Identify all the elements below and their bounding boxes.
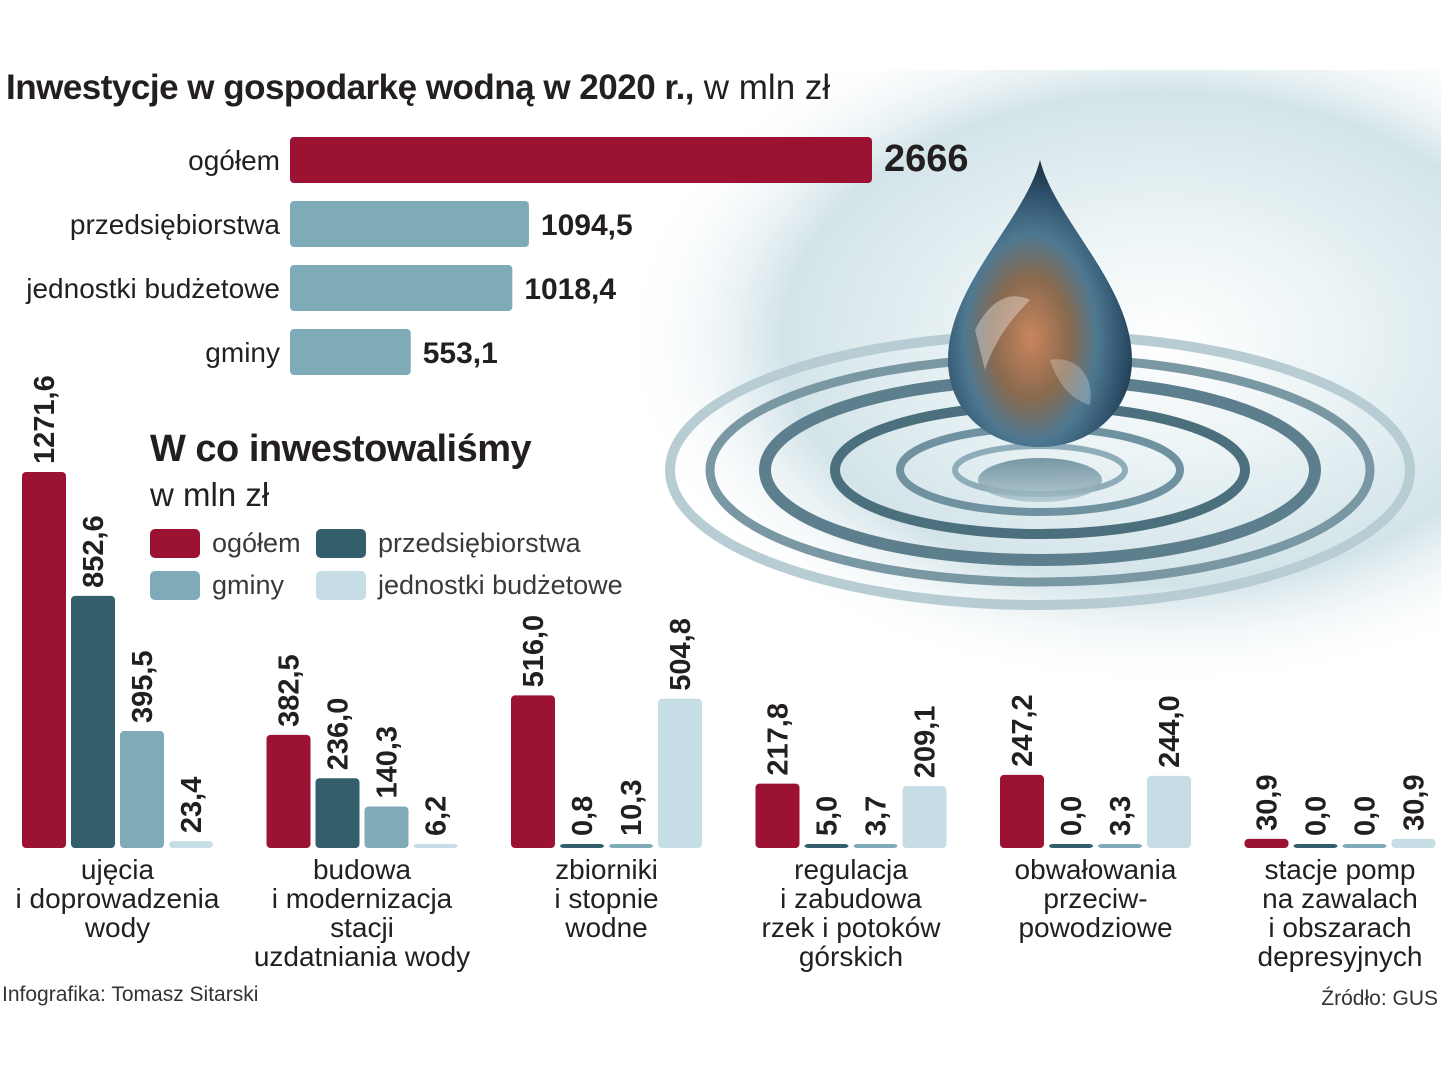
hbar-label-1: przedsiębiorstwa xyxy=(70,209,281,240)
vbar-0-0 xyxy=(22,472,66,848)
hbar-3 xyxy=(290,329,411,375)
vbar-0-1 xyxy=(71,595,115,848)
vbar-value-0-2: 395,5 xyxy=(127,650,159,723)
category-label-5: stacje pomp na zawalach i obszarach depresy… xyxy=(1258,854,1423,972)
vbar-value-2-2: 10,3 xyxy=(616,780,648,836)
legend-swatch-jednostki-budzetowe xyxy=(316,571,366,600)
source: Źródło: GUS xyxy=(1321,987,1438,1010)
legend-label-ogolem: ogółem xyxy=(212,528,301,558)
hbar-2 xyxy=(290,265,513,311)
vbar-0-2 xyxy=(120,731,164,848)
vbar-1-2 xyxy=(364,806,409,848)
vbar-1-1 xyxy=(315,778,360,848)
vbar-4-3 xyxy=(1147,775,1191,848)
hbar-label-3: gminy xyxy=(205,337,280,368)
legend-swatch-przedsiebiorstwa xyxy=(316,529,366,558)
hbar-label-2: jednostki budżetowe xyxy=(25,273,280,304)
vbar-value-1-0: 382,5 xyxy=(274,654,306,727)
vbar-4-2 xyxy=(1098,844,1142,848)
vbar-2-1 xyxy=(560,844,604,848)
vbar-5-0 xyxy=(1244,838,1289,848)
category-label-3: regulacja i zabudowa rzek i potoków górskic… xyxy=(762,854,942,972)
hbar-value-3: 553,1 xyxy=(423,337,498,370)
vbar-5-3 xyxy=(1391,838,1436,848)
hbar-value-2: 1018,4 xyxy=(524,273,616,306)
vbar-value-3-1: 5,0 xyxy=(812,796,844,836)
vbar-value-1-2: 140,3 xyxy=(372,726,404,799)
chart-title-main: Inwestycje w gospodarkę wodną w 2020 r., xyxy=(6,68,695,107)
legend-item-ogolem: ogółem xyxy=(150,528,301,559)
vbar-3-2 xyxy=(853,844,898,848)
vbar-0-3 xyxy=(169,841,213,848)
vbar-value-5-2: 0,0 xyxy=(1350,796,1382,836)
vbar-1-3 xyxy=(413,844,458,848)
vbar-value-0-3: 23,4 xyxy=(176,777,208,833)
vbar-value-2-3: 504,8 xyxy=(665,618,697,691)
vbar-5-2 xyxy=(1342,844,1387,848)
subchart-unit: w mln zł xyxy=(150,476,270,513)
legend: ogółem przedsiębiorstwa gminy jednostki … xyxy=(150,528,630,608)
category-label-4: obwałowania przeciw-powodziowe xyxy=(1015,854,1177,943)
chart-title: Inwestycje w gospodarkę wodną w 2020 r.,… xyxy=(6,68,830,108)
hbar-value-1: 1094,5 xyxy=(541,209,633,242)
vbar-3-1 xyxy=(804,844,849,848)
legend-swatch-ogolem xyxy=(150,529,200,558)
vbar-3-0 xyxy=(755,783,800,848)
vbar-5-1 xyxy=(1293,844,1338,848)
vbar-value-1-1: 236,0 xyxy=(323,698,355,771)
vbar-4-0 xyxy=(1000,774,1044,848)
category-label-2: zbiorniki i stopnie wodne xyxy=(554,854,658,943)
vbar-2-0 xyxy=(511,695,555,848)
vbar-2-2 xyxy=(609,844,653,848)
category-label-1: budowa i modernizacja stacji uzdatniania wo… xyxy=(254,854,470,972)
vbar-value-0-0: 1271,6 xyxy=(29,375,61,464)
legend-swatch-gminy xyxy=(150,571,200,600)
hbar-label-0: ogółem xyxy=(188,145,280,176)
legend-label-jednostki-budzetowe: jednostki budżetowe xyxy=(378,570,623,600)
subchart-title: W co inwestowaliśmy xyxy=(150,428,532,470)
vbar-1-0 xyxy=(266,734,311,848)
vbar-value-0-1: 852,6 xyxy=(78,515,110,588)
legend-item-jednostki-budzetowe: jednostki budżetowe xyxy=(316,570,623,601)
vbar-value-5-0: 30,9 xyxy=(1252,774,1284,830)
vbar-4-1 xyxy=(1049,844,1093,848)
legend-item-przedsiebiorstwa: przedsiębiorstwa xyxy=(316,528,581,559)
vbar-value-2-0: 516,0 xyxy=(518,615,550,688)
hbar-1 xyxy=(290,201,529,247)
vbar-value-5-3: 30,9 xyxy=(1399,774,1431,830)
vbar-value-1-3: 6,2 xyxy=(421,796,453,836)
hbar-value-0: 2666 xyxy=(884,138,969,180)
vbar-value-5-1: 0,0 xyxy=(1301,796,1333,836)
legend-label-przedsiebiorstwa: przedsiębiorstwa xyxy=(378,528,581,558)
vbar-value-3-0: 217,8 xyxy=(763,703,795,776)
vbar-value-2-1: 0,8 xyxy=(567,796,599,836)
vbar-value-4-1: 0,0 xyxy=(1056,796,1088,836)
chart-title-unit: w mln zł xyxy=(694,68,831,107)
vbar-3-3 xyxy=(902,786,947,848)
vbar-value-3-2: 3,7 xyxy=(861,796,893,836)
vbar-value-3-3: 209,1 xyxy=(910,706,942,779)
vbar-value-4-3: 244,0 xyxy=(1154,695,1186,768)
vbar-value-4-0: 247,2 xyxy=(1007,694,1039,767)
hbar-0 xyxy=(290,137,872,183)
credit: Infografika: Tomasz Sitarski xyxy=(2,983,259,1006)
category-label-0: ujęcia i doprowadzenia wody xyxy=(16,854,220,943)
vbar-2-3 xyxy=(658,698,702,848)
legend-item-gminy: gminy xyxy=(150,570,284,601)
legend-label-gminy: gminy xyxy=(212,570,285,600)
vbar-value-4-2: 3,3 xyxy=(1105,796,1137,836)
